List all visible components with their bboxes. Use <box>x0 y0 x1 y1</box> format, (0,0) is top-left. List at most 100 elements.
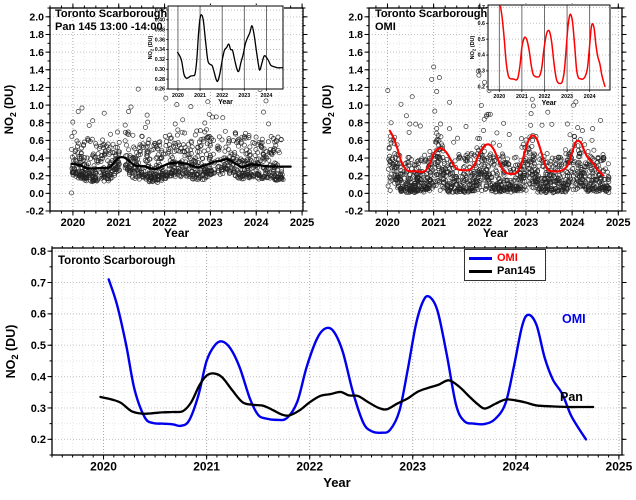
scatter-points <box>385 60 612 196</box>
svg-text:1.4: 1.4 <box>29 64 44 76</box>
svg-text:0.28: 0.28 <box>155 77 165 83</box>
svg-text:0.4: 0.4 <box>348 153 363 165</box>
svg-text:2.0: 2.0 <box>29 12 44 24</box>
svg-text:0.42: 0.42 <box>155 8 165 14</box>
svg-text:0.2: 0.2 <box>348 170 363 182</box>
inset-line <box>499 5 606 88</box>
OMI-line <box>107 278 588 441</box>
omi-line <box>388 129 605 177</box>
svg-text:0.32: 0.32 <box>155 57 165 63</box>
svg-text:2022: 2022 <box>539 94 551 100</box>
axes: 2020 2021 2022 2023 2024 2025 0.2 0.3 0.4 0.5 0.6 0… <box>4 246 633 490</box>
svg-text:0.26: 0.26 <box>155 87 165 93</box>
svg-text:0.7: 0.7 <box>31 277 46 289</box>
svg-text:2023: 2023 <box>198 217 222 229</box>
svg-text:0.30: 0.30 <box>155 67 165 73</box>
omi-title-line2: OMI <box>375 21 396 33</box>
svg-text:0.3: 0.3 <box>31 403 46 415</box>
svg-text:2024: 2024 <box>502 460 529 474</box>
svg-text:0.38: 0.38 <box>155 27 165 33</box>
svg-text:0.3: 0.3 <box>478 69 485 75</box>
pan145-title-line1: Toronto Scarborough <box>55 8 168 20</box>
svg-text:2021: 2021 <box>107 217 131 229</box>
svg-text:0.2: 0.2 <box>31 434 46 446</box>
svg-text:NO2 (DU): NO2 (DU) <box>322 85 336 135</box>
omi-title-line1: Toronto Scarborough <box>375 8 488 20</box>
svg-text:2025: 2025 <box>606 460 633 474</box>
svg-text:0.8: 0.8 <box>29 117 44 129</box>
svg-text:1.6: 1.6 <box>29 47 44 59</box>
comparison-panel-title: Toronto Scarborough <box>58 255 175 268</box>
legend-item-pan145: Pan145 <box>469 265 545 278</box>
pan145-title-line2: Pan 145 13:00 -14:00 <box>55 21 163 33</box>
svg-text:NO2 (DU): NO2 (DU) <box>4 325 20 379</box>
svg-text:1.8: 1.8 <box>348 29 363 41</box>
svg-text:0.40: 0.40 <box>155 18 165 24</box>
svg-text:0.6: 0.6 <box>348 135 363 147</box>
legend-label-pan145: Pan145 <box>497 265 536 277</box>
svg-text:2025: 2025 <box>606 217 630 229</box>
svg-text:2023: 2023 <box>399 460 426 474</box>
axes: 2020 2021 2022 2023 2024 2025 -0.2 0.0 0.2 0.4 0.6… <box>4 3 314 240</box>
svg-text:Year: Year <box>218 99 233 106</box>
svg-text:0.7: 0.7 <box>478 5 485 11</box>
svg-text:2021: 2021 <box>516 94 528 100</box>
svg-text:2021: 2021 <box>421 217 445 229</box>
comparison-line-chart: 2020 2021 2022 2023 2024 2025 0.2 0.3 0.4 0.5 0.6 0… <box>4 246 633 490</box>
svg-text:2024: 2024 <box>244 217 269 229</box>
svg-text:NO2 (DU): NO2 (DU) <box>148 35 154 59</box>
svg-text:1.0: 1.0 <box>29 100 44 112</box>
svg-text:1.6: 1.6 <box>348 47 363 59</box>
svg-text:2.0: 2.0 <box>348 12 363 24</box>
svg-text:NO2 (DU): NO2 (DU) <box>4 85 18 135</box>
svg-text:-0.2: -0.2 <box>26 206 44 218</box>
omi-line-swatch <box>469 257 492 260</box>
svg-text:0.0: 0.0 <box>29 188 44 200</box>
svg-text:2020: 2020 <box>172 93 184 99</box>
panel-pan145-scatter: 2020 2021 2022 2023 2024 2025 -0.2 0.0 0.2 0.4 0.6… <box>0 0 318 246</box>
svg-text:2024: 2024 <box>584 94 596 100</box>
svg-text:2020: 2020 <box>375 217 399 229</box>
svg-text:0.34: 0.34 <box>155 47 165 53</box>
svg-text:Year: Year <box>164 226 190 240</box>
svg-text:0.6: 0.6 <box>29 135 44 147</box>
pan-curve-callout: Pan <box>560 390 583 404</box>
svg-text:2024: 2024 <box>560 217 585 229</box>
svg-text:2021: 2021 <box>193 460 220 474</box>
svg-text:0.0: 0.0 <box>348 188 363 200</box>
svg-text:0.8: 0.8 <box>31 246 46 258</box>
pan145-line-swatch <box>469 270 492 273</box>
svg-text:1.4: 1.4 <box>348 64 363 76</box>
svg-text:0.4: 0.4 <box>29 153 44 165</box>
inset-chart: 0.2 0.3 0.4 0.5 0.6 0.7 2020 2021 2022 2023 2024 Ye… <box>470 4 611 107</box>
svg-text:Year: Year <box>323 475 350 490</box>
svg-text:Year: Year <box>483 226 509 240</box>
svg-text:2023: 2023 <box>238 93 250 99</box>
svg-text:0.2: 0.2 <box>478 85 485 91</box>
svg-text:0.4: 0.4 <box>31 371 47 383</box>
svg-text:-0.2: -0.2 <box>345 206 363 218</box>
omi-curve-callout: OMI <box>562 312 586 326</box>
svg-text:0.36: 0.36 <box>155 37 165 43</box>
omi-panel-title: Toronto Scarborough OMI <box>375 8 487 34</box>
svg-text:1.2: 1.2 <box>348 82 363 94</box>
legend-label-omi: OMI <box>497 252 518 264</box>
omi-scatter-chart: 2020 2021 2022 2023 2024 2025 -0.2 0.0 0.2 0.4 0.6… <box>322 3 631 240</box>
svg-text:0.2: 0.2 <box>29 170 44 182</box>
svg-text:2020: 2020 <box>493 94 505 100</box>
pan-line <box>70 155 292 171</box>
svg-text:2023: 2023 <box>561 94 573 100</box>
Pan145-line <box>99 372 595 417</box>
svg-text:2022: 2022 <box>216 93 228 99</box>
svg-text:0.4: 0.4 <box>478 53 485 59</box>
svg-text:0.5: 0.5 <box>478 37 485 43</box>
svg-text:0.8: 0.8 <box>348 117 363 129</box>
svg-text:2020: 2020 <box>61 217 85 229</box>
svg-text:2020: 2020 <box>90 460 117 474</box>
svg-text:NO2 (DU): NO2 (DU) <box>470 35 476 59</box>
svg-text:0.6: 0.6 <box>31 309 46 321</box>
svg-text:0.6: 0.6 <box>478 21 485 27</box>
svg-text:1.0: 1.0 <box>348 100 363 112</box>
panel-omi-scatter: 2020 2021 2022 2023 2024 2025 -0.2 0.0 0.2 0.4 0.6… <box>318 0 636 246</box>
